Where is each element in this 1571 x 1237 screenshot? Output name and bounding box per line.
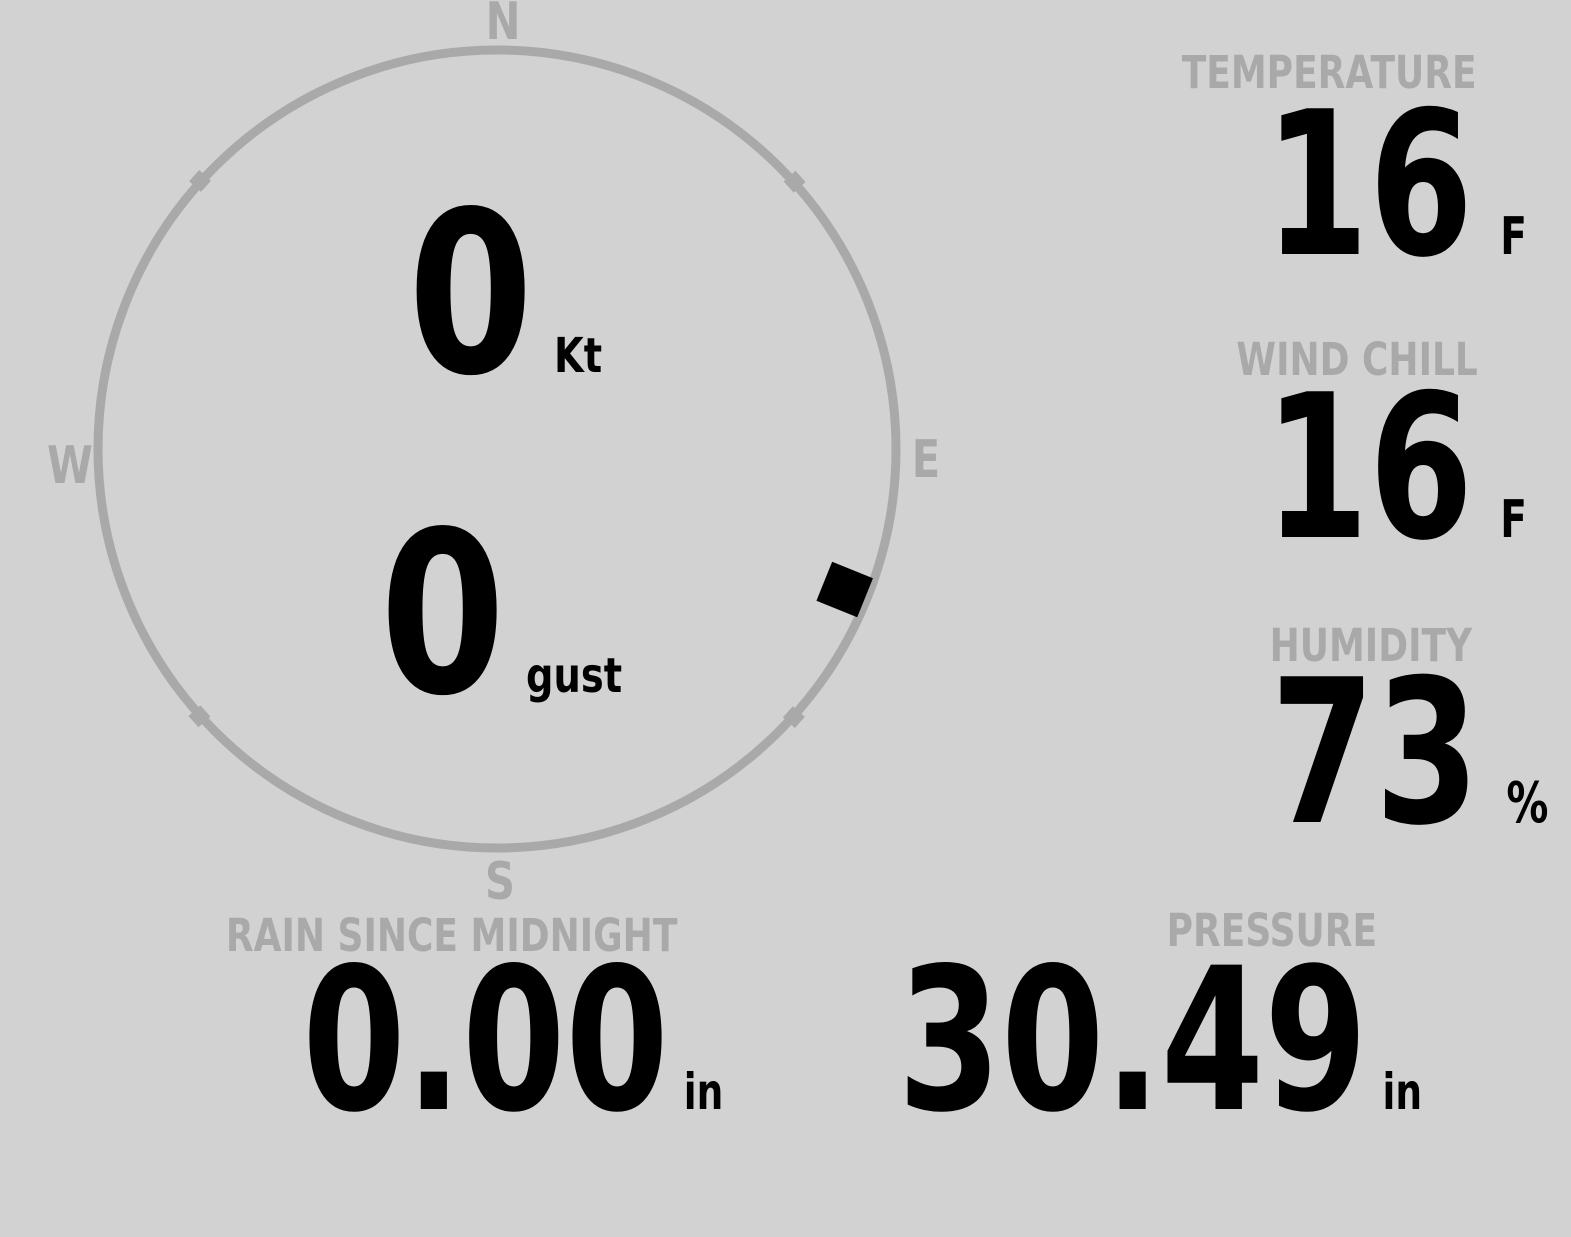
compass-label-north: N — [485, 0, 521, 52]
compass-tick-sw — [188, 705, 211, 728]
humidity-label: HUMIDITY — [1269, 619, 1472, 672]
wind-direction-marker — [816, 561, 873, 618]
wind-chill-unit: F — [1500, 490, 1527, 550]
pressure-label: PRESSURE — [1166, 904, 1377, 957]
humidity-readout: 73 % — [1270, 654, 1548, 854]
compass-tick-se — [782, 706, 805, 728]
compass-label-east: E — [911, 430, 941, 490]
rain-unit: in — [683, 1063, 723, 1121]
compass-tick-nw — [189, 170, 212, 192]
compass-label-west: W — [47, 436, 93, 496]
wind-chill-value: 16 — [1264, 352, 1474, 585]
pressure-readout: 30.49 in — [898, 942, 1422, 1140]
compass-circle — [93, 45, 901, 853]
wind-chill-label: WIND CHILL — [1236, 333, 1478, 386]
rain-label: RAIN SINCE MIDNIGHT — [225, 909, 678, 962]
temperature-value: 16 — [1264, 69, 1474, 302]
temperature-unit: F — [1500, 207, 1527, 267]
temperature-label: TEMPERATURE — [1182, 46, 1477, 99]
compass-label-south: S — [485, 852, 515, 912]
humidity-value: 73 — [1270, 637, 1479, 870]
wind-gust-readout: 0 gust — [380, 503, 622, 728]
pressure-unit: in — [1382, 1063, 1422, 1121]
compass-tick-ne — [783, 170, 806, 193]
wind-speed-unit: Kt — [554, 328, 603, 384]
humidity-unit: % — [1505, 771, 1548, 836]
wind-gust-unit: gust — [526, 648, 623, 704]
wind-gust-value: 0 — [380, 484, 506, 746]
wind-speed-readout: 0 Kt — [408, 183, 602, 408]
wind-speed-value: 0 — [408, 164, 534, 426]
rain-readout: 0.00 in — [302, 942, 723, 1140]
pressure-value: 30.49 — [897, 925, 1368, 1156]
wind-chill-readout: 16 F — [1265, 369, 1527, 569]
temperature-readout: 16 F — [1265, 86, 1527, 286]
rain-value: 0.00 — [302, 925, 669, 1156]
